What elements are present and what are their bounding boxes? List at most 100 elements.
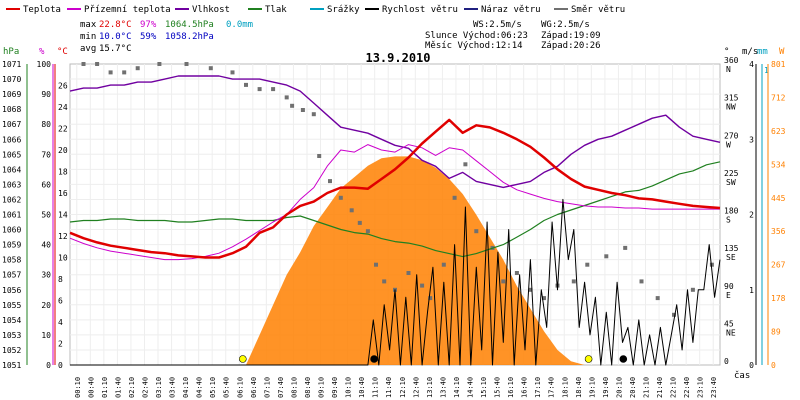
series-dir-point: [639, 279, 644, 284]
direction-compass-label: SE: [726, 253, 736, 262]
humidity-tick-label: 80: [41, 120, 51, 129]
x-tick-label: 09:10: [318, 377, 326, 398]
pressure-tick-label: 1057: [2, 271, 21, 280]
series-dir-point: [604, 254, 609, 259]
pressure-tick-label: 1062: [2, 195, 21, 204]
sun-tick-label: 89: [771, 328, 781, 337]
x-tick-label: 03:10: [155, 377, 163, 398]
temperature-tick-label: 14: [58, 211, 68, 220]
info-sun-rise: Slunce Východ:06:23: [425, 31, 528, 41]
stat-max-temp: 22.8°C: [99, 20, 132, 30]
series-dir-point: [514, 271, 519, 275]
series-wind-line: [70, 198, 721, 366]
pressure-tick-label: 1055: [2, 301, 21, 310]
pressure-tick-label: 1059: [2, 241, 21, 250]
pressure-tick-label: 1051: [2, 361, 21, 370]
temperature-tick-label: 10: [58, 254, 68, 263]
legend-item-label: Tlak: [265, 5, 287, 15]
pressure-tick-label: 1054: [2, 316, 21, 325]
series-ground-line: [69, 144, 720, 261]
direction-tick-label: 135: [724, 244, 739, 253]
series-dir-point: [406, 271, 411, 275]
x-tick-label: 20:40: [629, 377, 637, 398]
pressure-tick-label: 1065: [2, 150, 21, 159]
direction-compass-label: N: [726, 65, 731, 74]
legend-item-label: Teplota: [23, 5, 61, 15]
marker-sunset: [584, 355, 593, 363]
series-dir-point: [623, 245, 628, 250]
series-dir-point: [690, 287, 695, 292]
humidity-tick-label: 90: [41, 90, 51, 99]
x-tick-label: 22:40: [683, 377, 691, 398]
x-tick-label: 07:40: [277, 377, 285, 398]
marker-moonrise: [370, 355, 378, 363]
stat-min-hum: 59%: [140, 32, 157, 42]
pressure-tick-label: 1064: [2, 165, 21, 174]
x-tick-label: 05:40: [223, 377, 231, 398]
series-sun-area: [246, 156, 585, 365]
sun-tick-label: 267: [771, 261, 786, 270]
marker-sunrise: [239, 355, 247, 363]
x-tick-label: 23:10: [697, 377, 705, 398]
x-tick-label: 10:10: [345, 377, 353, 398]
series-dir-point: [452, 195, 457, 200]
info-wg: WG:2.5m/s: [541, 20, 590, 30]
humidity-tick-label: 100: [37, 60, 52, 69]
sun-tick-label: 623: [771, 127, 786, 136]
x-tick-label: 15:10: [480, 377, 488, 398]
x-tick-label: 06:10: [236, 377, 244, 398]
series-dir-point: [284, 95, 289, 100]
direction-tick-label: 315: [724, 94, 739, 103]
x-tick-label: 03:40: [169, 377, 177, 398]
info-sun-set: Západ:19:09: [541, 31, 601, 41]
temperature-tick-label: 26: [58, 82, 68, 91]
x-tick-label: 16:10: [507, 377, 515, 398]
temperature-tick-label: 16: [58, 189, 68, 198]
series-dir-point: [441, 262, 446, 267]
wind-speed-axis-unit: m/s: [742, 47, 758, 57]
direction-tick-label: 90: [724, 282, 734, 291]
pressure-tick-label: 1069: [2, 90, 21, 99]
direction-compass-label: S: [726, 216, 731, 225]
pressure-tick-label: 1070: [2, 75, 21, 84]
temperature-tick-label: 0: [58, 361, 63, 370]
temperature-tick-label: 6: [58, 297, 63, 306]
rain-tick-label: 1: [764, 66, 769, 75]
series-dir-point: [542, 296, 546, 301]
x-tick-label: 13:10: [426, 377, 434, 398]
direction-tick-label: 45: [724, 319, 734, 328]
x-tick-label: 01:40: [114, 377, 122, 398]
stat-max-label: max: [80, 20, 97, 30]
x-tick-label: 02:40: [141, 377, 149, 398]
series-dir-point: [95, 62, 100, 66]
series-dir-point: [382, 279, 387, 284]
wind-speed-tick-label: 3: [749, 135, 754, 144]
series-dir-point: [463, 162, 468, 167]
x-tick-label: 04:10: [182, 377, 190, 398]
pressure-tick-label: 1056: [2, 286, 21, 295]
x-tick-label: 21:10: [643, 377, 651, 398]
direction-axis-unit: °: [724, 47, 729, 57]
x-tick-label: 11:10: [372, 377, 380, 398]
series-dir-point: [709, 262, 714, 267]
direction-compass-label: W: [726, 140, 731, 149]
wind-speed-tick-label: 1: [749, 286, 754, 295]
temperature-tick-label: 2: [58, 340, 63, 349]
sun-tick-label: 534: [771, 160, 786, 169]
series-layer: [69, 62, 721, 366]
humidity-tick-label: 10: [41, 331, 51, 340]
x-axis-label: čas: [734, 370, 750, 381]
x-tick-label: 18:10: [561, 377, 569, 398]
x-tick-label: 12:10: [399, 377, 407, 398]
sun-tick-label: 178: [771, 294, 786, 303]
series-hum-line: [69, 75, 721, 189]
wind-speed-tick-label: 4: [749, 60, 754, 69]
x-tick-label: 16:40: [521, 377, 529, 398]
temperature-tick-label: 8: [58, 275, 63, 284]
series-dir-point: [311, 112, 316, 117]
direction-tick-label: 180: [724, 207, 739, 216]
stat-min-temp: 10.0°C: [99, 32, 132, 42]
humidity-tick-label: 50: [41, 211, 51, 220]
series-dir-point: [208, 66, 213, 71]
series-dir-point: [317, 154, 322, 158]
